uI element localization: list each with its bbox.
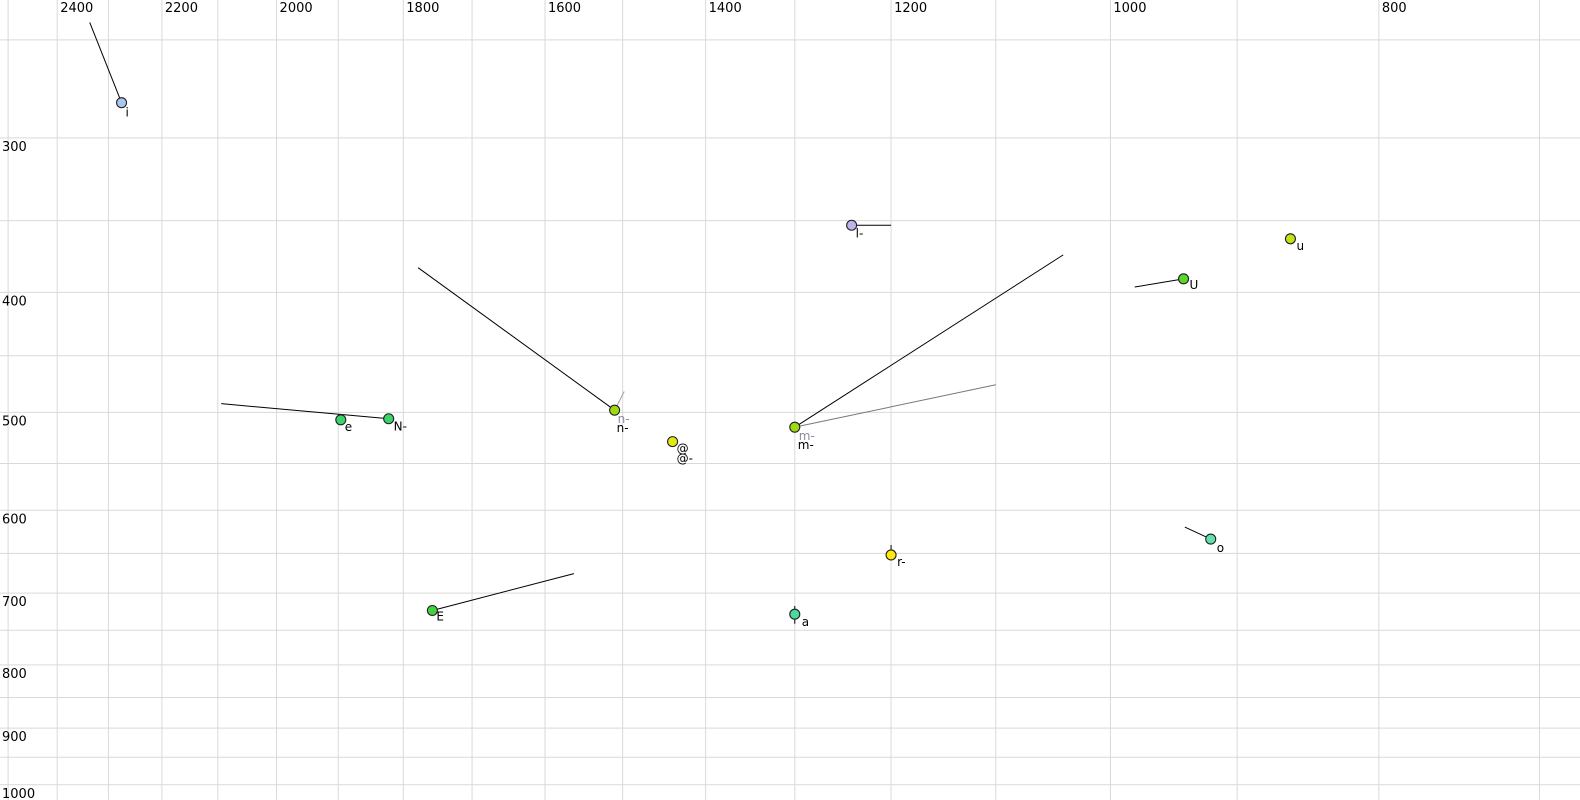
y-tick-label-500: 500 xyxy=(2,414,27,429)
point-label-r-: r- xyxy=(897,555,906,569)
vector-m- xyxy=(794,254,1064,428)
point-label-m--2: m- xyxy=(798,438,814,452)
vector-m--2 xyxy=(794,384,996,428)
y-tick-label-400: 400 xyxy=(2,294,27,309)
data-point-m- xyxy=(789,421,801,433)
point-label-a: a xyxy=(802,615,809,629)
x-tick-label-800: 800 xyxy=(1382,1,1407,16)
x-tick-label-2200: 2200 xyxy=(165,1,198,16)
point-label-n--2: n- xyxy=(617,421,629,435)
point-label-o: o xyxy=(1217,541,1224,555)
point-label-u: u xyxy=(1296,239,1304,253)
x-tick-label-2400: 2400 xyxy=(60,1,93,16)
data-point-@ xyxy=(667,436,679,448)
data-point-i xyxy=(116,97,128,109)
data-point-U xyxy=(1178,273,1190,285)
x-tick-label-1600: 1600 xyxy=(548,1,581,16)
y-tick-label-1000: 1000 xyxy=(2,787,35,800)
data-point-u xyxy=(1284,233,1296,245)
point-label-E: E xyxy=(436,610,444,624)
y-tick-label-900: 900 xyxy=(2,730,27,745)
vector-N- xyxy=(221,403,389,420)
point-label-@-2: @- xyxy=(677,452,693,466)
y-tick-label-300: 300 xyxy=(2,140,27,155)
x-tick-label-1000: 1000 xyxy=(1113,1,1146,16)
data-point-n- xyxy=(609,404,621,416)
data-point-a xyxy=(789,608,801,620)
y-tick-label-800: 800 xyxy=(2,667,27,682)
vector-U xyxy=(1134,278,1184,288)
x-tick-label-1400: 1400 xyxy=(709,1,742,16)
vector-i xyxy=(89,22,123,103)
vector-E xyxy=(432,573,575,611)
y-tick-label-700: 700 xyxy=(2,595,27,610)
x-tick-label-1200: 1200 xyxy=(894,1,927,16)
point-label-N-: N- xyxy=(394,420,407,434)
y-tick-label-600: 600 xyxy=(2,512,27,527)
point-label-i: i xyxy=(126,106,129,120)
data-point-e xyxy=(335,414,347,426)
data-point-l- xyxy=(846,219,858,231)
x-tick-label-2000: 2000 xyxy=(280,1,313,16)
data-point-r- xyxy=(885,549,897,561)
point-label-e: e xyxy=(345,420,352,434)
vector-n- xyxy=(417,267,615,411)
x-tick-label-1800: 1800 xyxy=(406,1,439,16)
data-point-N- xyxy=(383,413,395,425)
point-label-n-: n- xyxy=(618,412,630,426)
point-label-U: U xyxy=(1190,278,1199,292)
data-point-o xyxy=(1205,533,1217,545)
point-label-@: @ xyxy=(677,442,689,456)
data-point-E xyxy=(426,604,438,617)
point-label-m-: m- xyxy=(799,429,815,443)
point-label-l-: l- xyxy=(856,226,864,240)
